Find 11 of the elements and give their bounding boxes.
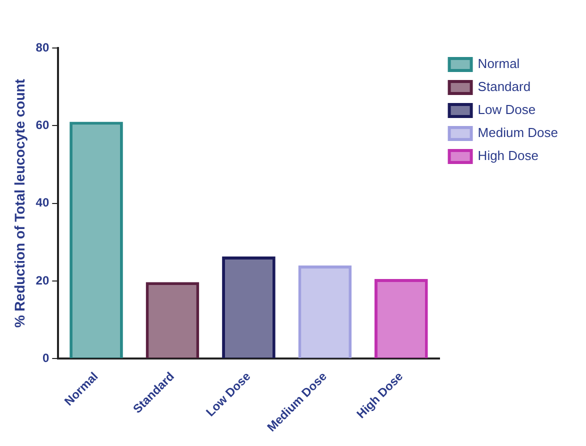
legend-label: High Dose <box>478 148 539 164</box>
y-tick-label: 20 <box>36 273 50 288</box>
y-tick-label: 80 <box>36 40 50 54</box>
legend-label: Standard <box>478 79 531 94</box>
y-axis-title: % Reduction of Total leucocyte count <box>11 78 28 328</box>
legend-label: Normal <box>478 56 520 72</box>
legend-label: Low Dose <box>478 102 536 118</box>
y-tick-label: 40 <box>36 196 50 210</box>
legend-label: Medium Dose <box>478 125 558 140</box>
y-tick-label: 60 <box>36 118 50 132</box>
y-tick-label: 0 <box>42 350 50 365</box>
